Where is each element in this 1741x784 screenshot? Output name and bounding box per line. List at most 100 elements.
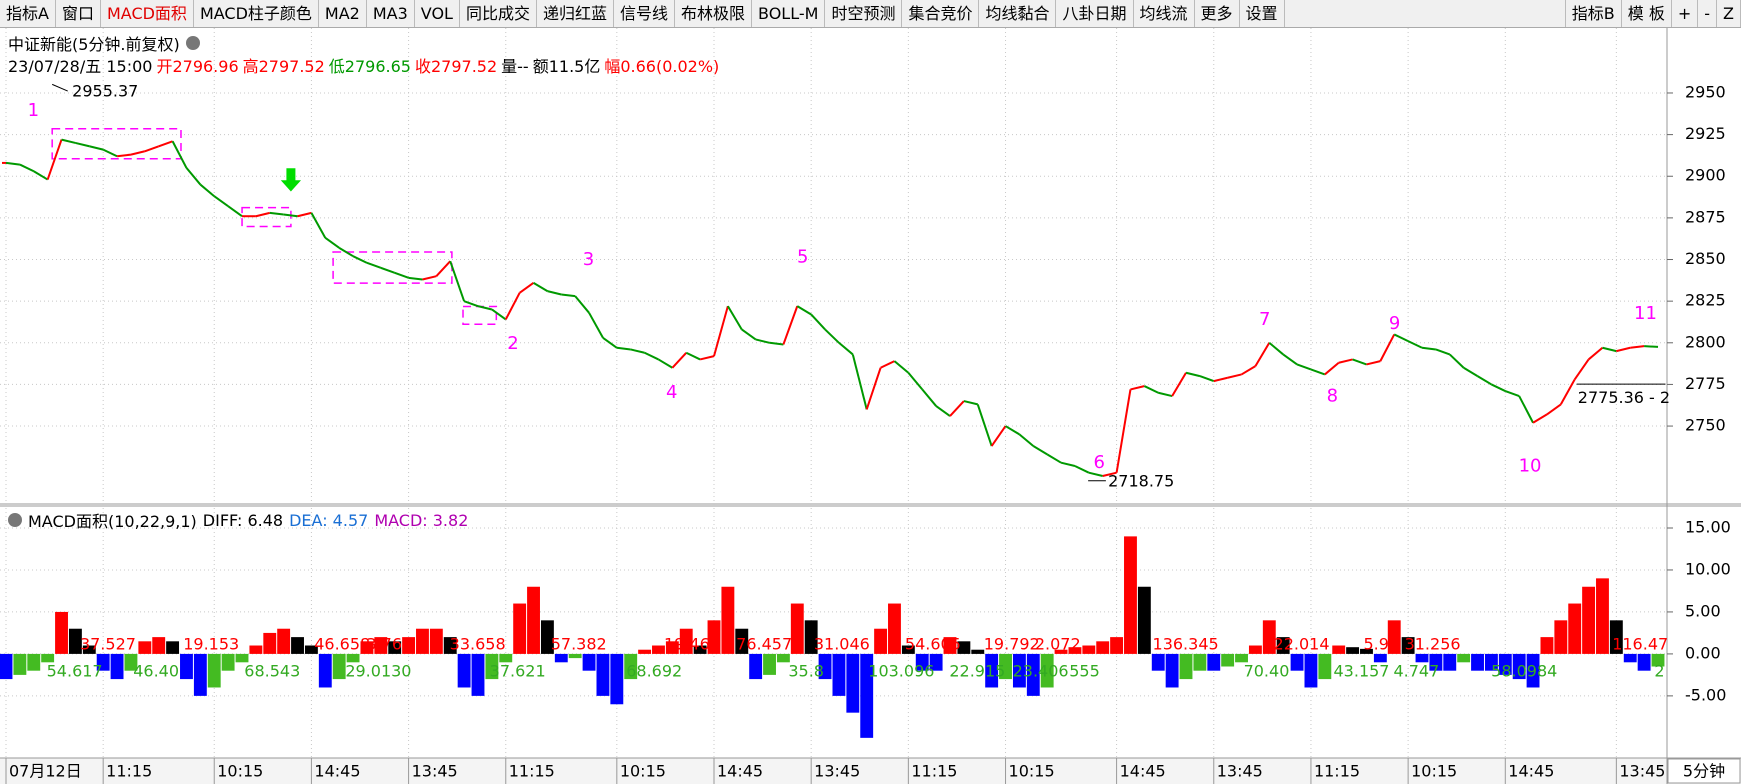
area-label: 54.605 — [905, 635, 961, 654]
toolbar-button[interactable]: 均线流 — [1134, 0, 1195, 27]
toolbar-button[interactable]: MA2 — [319, 0, 367, 27]
macd-bar — [1290, 653, 1304, 671]
macd-bar — [1498, 653, 1512, 675]
price-segment — [893, 360, 909, 374]
macd-bar — [96, 653, 110, 671]
toolbar-button[interactable]: 集合竞价 — [902, 0, 980, 27]
area-label: 68.692 — [626, 661, 682, 680]
toolbar-button[interactable]: MACD面积 — [101, 0, 194, 27]
macd-bar — [888, 603, 901, 654]
price-segment — [89, 145, 104, 151]
macd-bar — [1096, 641, 1110, 654]
y-tick-label: 2800 — [1685, 332, 1726, 351]
price-segment — [727, 305, 743, 330]
price-segment — [616, 346, 631, 351]
price-segment — [1338, 358, 1353, 364]
macd-bar — [346, 653, 360, 663]
price-segment — [963, 400, 978, 406]
price-segment — [366, 261, 382, 269]
price-segment — [1366, 360, 1381, 366]
toolbar-button[interactable]: MA3 — [367, 0, 415, 27]
toolbar-button[interactable]: 布林极限 — [675, 0, 753, 27]
title: 中证新能(5分钟.前复权) — [8, 35, 180, 54]
macd-header: MACD面积(10,22,9,1) DIFF: 6.48 DEA: 4.57 MACD… — [8, 508, 468, 532]
x-tick-label: 14:45 — [717, 762, 763, 781]
macd-bar — [693, 645, 707, 654]
toolbar-button[interactable]: 更多 — [1195, 0, 1240, 27]
x-tick-label: 13:45 — [814, 762, 860, 781]
wave-label: 2 — [507, 333, 518, 354]
legend-entry: MACD: 3.82 — [374, 510, 469, 530]
price-segment — [1449, 353, 1465, 369]
macd-bar — [1596, 578, 1609, 654]
period-box — [1667, 758, 1741, 784]
macd-bar — [1360, 648, 1373, 654]
toolbar-button[interactable]: 均线黏合 — [979, 0, 1057, 27]
price-segment — [990, 425, 1007, 447]
toolbar-button[interactable]: 同比成交 — [460, 0, 537, 27]
price-segment — [144, 145, 160, 153]
toolbar-button[interactable]: Z — [1717, 0, 1741, 27]
toolbar-button[interactable]: 递归红蓝 — [537, 0, 614, 27]
area-label: 4.747 — [1393, 661, 1439, 680]
macd-bar — [638, 649, 652, 654]
price-segment — [1115, 389, 1132, 473]
macd-bar — [1651, 653, 1665, 667]
price-segment — [1254, 342, 1271, 367]
macd-bar — [860, 653, 874, 738]
area-label: 29.0130 — [345, 661, 411, 680]
toolbar-button[interactable]: BOLL-M — [752, 0, 826, 27]
macd-bar — [1026, 653, 1040, 696]
price-segment — [1644, 345, 1659, 348]
toolbar-button[interactable]: 设置 — [1240, 0, 1285, 27]
area-label: 19.461 — [664, 635, 720, 654]
macd-bar — [1193, 653, 1207, 671]
macd-bar — [568, 653, 582, 659]
y-tick-label: 2850 — [1685, 249, 1726, 268]
area-label: 5.9 — [1363, 635, 1388, 654]
toolbar-button[interactable]: 窗口 — [56, 0, 101, 27]
quote-field: 23/07/28/五 15:00 — [8, 57, 153, 76]
x-tick-label: 13:45 — [1619, 762, 1665, 781]
macd-bar — [1165, 653, 1179, 688]
macd-bar — [527, 586, 540, 654]
toolbar-button[interactable]: MACD柱子颜色 — [194, 0, 319, 27]
macd-bar — [1235, 653, 1248, 663]
menu-icon[interactable] — [8, 513, 22, 527]
toolbar-button[interactable]: 模 板 — [1622, 0, 1672, 27]
price-segment — [283, 213, 298, 218]
wave-label: 5 — [797, 247, 808, 268]
price-segment — [1324, 362, 1340, 376]
toolbar-button[interactable]: + — [1672, 0, 1699, 27]
menu-icon[interactable] — [185, 36, 200, 50]
price-segment — [213, 195, 229, 208]
macd-bar — [1110, 637, 1124, 654]
toolbar-button[interactable]: 信号线 — [614, 0, 675, 27]
toolbar-button[interactable]: VOL — [415, 0, 460, 27]
toolbar-button[interactable]: 时空预测 — [825, 0, 903, 27]
toolbar-button[interactable]: 指标B — [1566, 0, 1622, 27]
toolbar-button[interactable]: - — [1698, 0, 1718, 27]
macd-bar — [82, 645, 96, 654]
legend-entry: DIFF: 6.48 — [202, 510, 284, 530]
macd-bar — [790, 603, 804, 654]
area-label: 33.658 — [450, 635, 506, 654]
macd-bar — [1415, 653, 1429, 663]
price-segment — [1241, 365, 1256, 376]
area-label: 136.345 — [1153, 635, 1219, 654]
toolbar-button[interactable]: 指标A — [0, 0, 56, 27]
macd-bar — [68, 628, 82, 654]
macd-bar — [1262, 620, 1276, 654]
macd-bar — [1471, 653, 1484, 671]
area-label: 46.658 — [314, 635, 370, 654]
toolbar-button[interactable]: 八卦日期 — [1056, 0, 1134, 27]
price-segment — [602, 336, 618, 349]
price-segment — [1088, 471, 1103, 477]
area-label: 58.0984 — [1491, 661, 1557, 680]
price-segment — [394, 271, 409, 279]
price-segment — [408, 276, 423, 281]
macd-bar — [1443, 653, 1457, 671]
indicator-title: MACD面积(10,22,9,1) — [28, 512, 197, 531]
price-segment — [477, 305, 493, 311]
macd-bar — [818, 653, 832, 680]
